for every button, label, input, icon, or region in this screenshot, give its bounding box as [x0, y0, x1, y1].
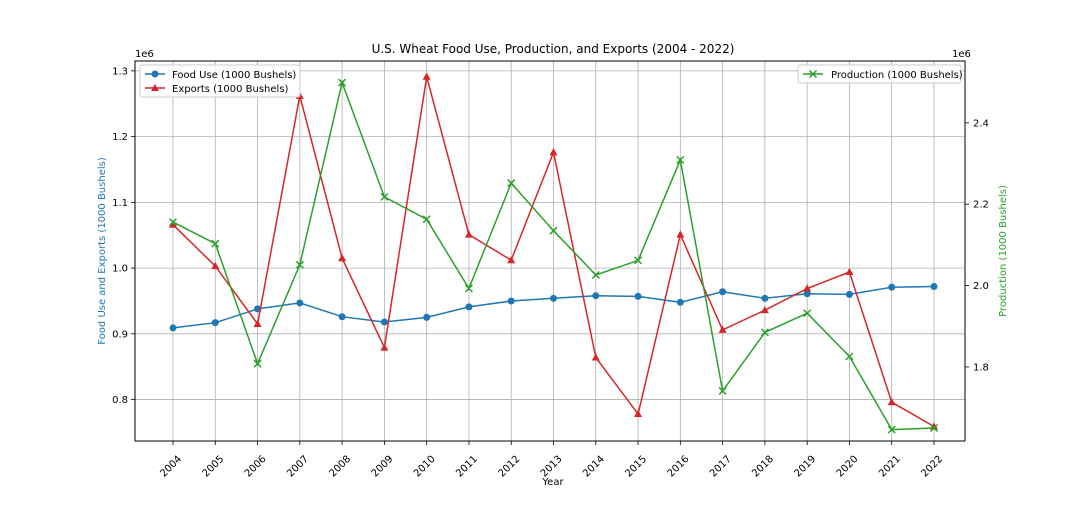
data-point-food [465, 303, 473, 311]
data-point-food [550, 294, 557, 302]
series-layer [168, 72, 939, 434]
data-point-production [929, 423, 939, 433]
left-tick-label: 1.0 [112, 264, 128, 275]
plot-frame [134, 60, 966, 442]
data-point-food [423, 313, 431, 321]
data-point-food [845, 290, 853, 298]
data-point-production [253, 359, 262, 368]
data-point-production [338, 78, 347, 87]
data-point-production [634, 256, 643, 265]
data-point-food [338, 313, 346, 321]
data-point-food [930, 283, 938, 291]
left-axis-label: Food Use and Exports (1000 Bushels) [97, 157, 108, 345]
data-point-food [888, 283, 896, 291]
right-tick-label: 2.2 [973, 200, 989, 211]
data-point-production [168, 218, 178, 227]
data-point-production [380, 192, 389, 201]
data-point-exports [253, 319, 262, 327]
right-tick-label: 2.0 [973, 281, 989, 292]
legend-exports-marker [151, 84, 159, 91]
data-point-food [592, 292, 600, 300]
data-point-exports [718, 325, 727, 333]
data-point-food [761, 294, 769, 302]
data-point-production [845, 352, 854, 361]
data-point-production [718, 386, 727, 395]
data-point-food [507, 297, 515, 305]
data-point-production [803, 309, 812, 318]
data-point-exports [760, 305, 769, 314]
data-point-production [591, 270, 600, 280]
right-axis-label: Production (1000 Bushels) [998, 185, 1009, 317]
data-point-exports [591, 353, 600, 361]
left-tick-label: 0.8 [112, 395, 128, 406]
data-point-production [676, 155, 685, 164]
data-point-exports [380, 343, 389, 351]
data-point-food [380, 318, 388, 326]
data-point-production [295, 260, 304, 269]
data-point-food [296, 299, 304, 307]
data-point-production [549, 226, 558, 235]
data-point-food [211, 319, 219, 327]
data-point-production [422, 215, 431, 224]
legend-food-marker [151, 70, 159, 78]
data-point-production [887, 425, 896, 434]
legend-production-label: Production (1000 Bushels) [831, 70, 963, 81]
left-scale-label: 1e6 [135, 49, 154, 60]
legend-left-frame [139, 64, 301, 98]
right-scale-label: 1e6 [952, 49, 971, 60]
data-point-food [803, 290, 811, 298]
legend-right: Production (1000 Bushels) [797, 64, 963, 84]
left-tick-label: 0.9 [112, 329, 128, 340]
data-point-exports [634, 409, 643, 418]
data-point-exports [422, 72, 431, 80]
grid-layer [135, 61, 965, 441]
chart-title: U.S. Wheat Food Use, Production, and Exp… [372, 42, 735, 56]
data-point-production [211, 239, 220, 248]
data-point-exports [338, 254, 347, 262]
right-tick-label: 2.4 [973, 118, 989, 129]
legend-production-marker [808, 69, 818, 79]
data-point-production [464, 284, 473, 293]
data-point-production [507, 179, 516, 188]
data-point-food [719, 288, 727, 296]
data-point-exports [464, 230, 473, 238]
data-point-production [760, 328, 769, 337]
left-tick-label: 1.3 [112, 66, 128, 77]
data-point-exports [803, 284, 812, 292]
right-tick-label: 1.8 [973, 362, 989, 373]
legend-left: Food Use (1000 Bushels) Exports (1000 Bu… [139, 64, 301, 98]
data-point-food [676, 298, 684, 306]
left-tick-label: 1.2 [112, 132, 128, 143]
data-point-food [634, 292, 642, 300]
data-point-exports [211, 261, 220, 270]
data-point-exports [169, 220, 177, 228]
legend-right-frame [797, 64, 962, 84]
data-point-exports [676, 230, 685, 238]
data-point-exports [549, 148, 558, 156]
data-point-food [254, 305, 262, 313]
legend-exports-label: Exports (1000 Bushels) [172, 84, 289, 95]
left-tick-label: 1.1 [112, 198, 128, 209]
data-point-food [169, 324, 177, 332]
data-point-exports [887, 398, 896, 406]
legend-food-label: Food Use (1000 Bushels) [172, 70, 296, 81]
x-axis-label: Year [541, 477, 564, 488]
data-point-exports [845, 267, 854, 276]
data-point-exports [507, 256, 516, 264]
